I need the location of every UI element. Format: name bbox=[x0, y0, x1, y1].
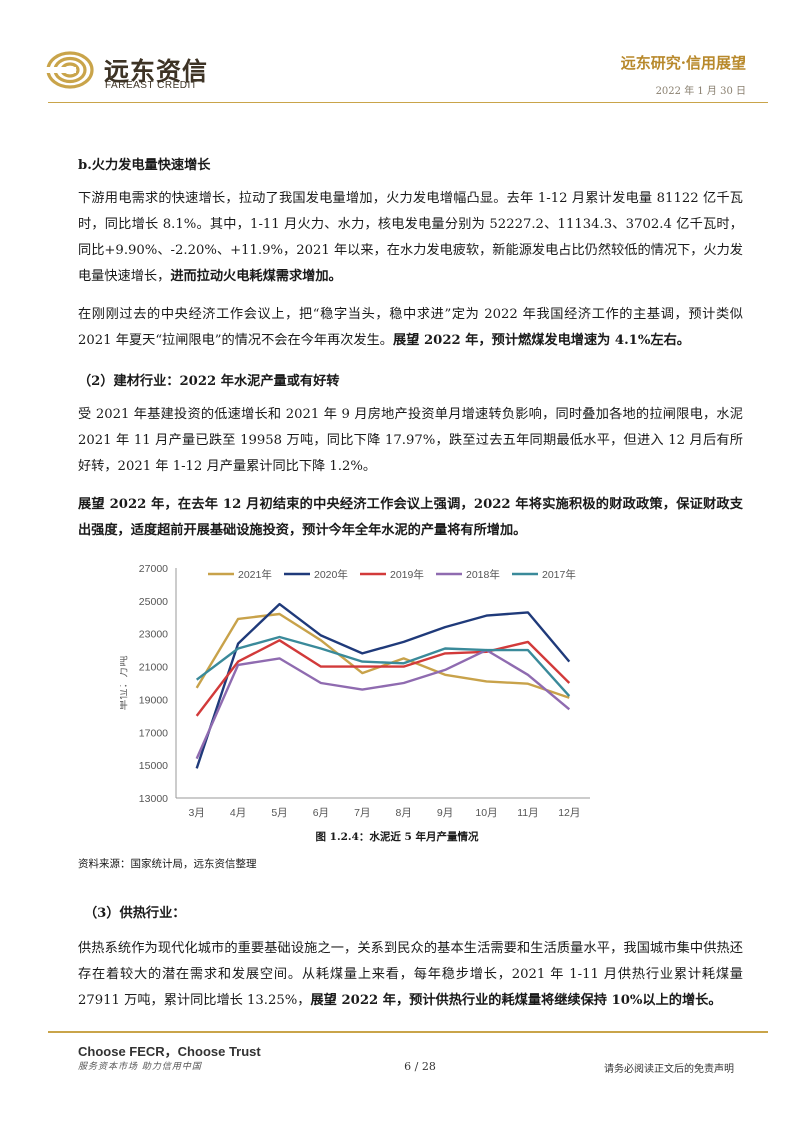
x-tick-label: 9月 bbox=[437, 807, 453, 819]
y-tick-label: 13000 bbox=[139, 793, 168, 805]
paragraph-emphasis: 展望 2022 年，预计燃煤发电增速为 4.1%左右。 bbox=[393, 333, 690, 348]
section-heading-building-materials: （2）建材行业：2022 年水泥产量或有好转 bbox=[78, 374, 340, 389]
series-line-2017年 bbox=[195, 635, 571, 697]
y-axis-label: 单位：万吨 bbox=[120, 656, 129, 711]
legend-label: 2017年 bbox=[542, 568, 576, 581]
paragraph-emphasis: 进而拉动火电耗煤需求增加。 bbox=[170, 269, 342, 284]
footer-subslogan: 服务资本市场 助力信用中国 bbox=[78, 1062, 202, 1072]
x-tick-label: 12月 bbox=[558, 807, 580, 819]
paragraph-text: 供热系统作为现代化城市的重要基础设施之一，关系到民众的基本生活需要和生活质量水平… bbox=[78, 941, 743, 1008]
paragraph-emphasis: 展望 2022 年，预计供热行业的耗煤量将继续保持 10%以上的增长。 bbox=[310, 993, 722, 1008]
logo-wordmark-cn: 远东资信 bbox=[104, 57, 209, 86]
cement-output-line-chart: 2021年 2020年 2019年 2018年 2017年 13000 15000 1700… bbox=[120, 563, 590, 819]
y-tick-label: 23000 bbox=[139, 629, 168, 641]
legend-label: 2019年 bbox=[390, 568, 424, 581]
paragraph-cement: 受 2021 年基建投资的低速增长和 2021 年 9 月房地产投资单月增速转负… bbox=[78, 407, 743, 474]
x-tick-label: 8月 bbox=[396, 807, 412, 819]
footer-slogan: Choose FECR，Choose Trust bbox=[78, 1044, 261, 1059]
header-divider bbox=[48, 102, 768, 103]
footer-disclaimer: 请务必阅读正文后的免责声明 bbox=[604, 1064, 734, 1075]
paragraph-text: 在刚刚过去的中央经济工作会议上，把“稳字当头，稳中求进”定为 2022 年我国经… bbox=[78, 307, 743, 348]
logo-wordmark-en: FAREAST CREDIT bbox=[105, 80, 198, 91]
y-tick-label: 19000 bbox=[139, 694, 168, 706]
y-tick-label: 15000 bbox=[139, 760, 168, 772]
paragraph-outlook-cement: 展望 2022 年，在去年 12 月初结束的中央经济工作会议上强调，2022 年… bbox=[78, 497, 743, 538]
paragraph-text: 下游用电需求的快速增长，拉动了我国发电量增加，火力发电增幅凸显。去年 1-12 … bbox=[78, 191, 743, 284]
series-line-2019年 bbox=[195, 639, 571, 717]
section-heading-heating: （3）供热行业： bbox=[84, 906, 186, 921]
x-tick-label: 6月 bbox=[313, 807, 329, 819]
legend-label: 2021年 bbox=[238, 568, 272, 581]
series-line-2020年 bbox=[195, 602, 571, 769]
x-tick-label: 7月 bbox=[354, 807, 370, 819]
legend-label: 2020年 bbox=[314, 568, 348, 581]
legend-label: 2018年 bbox=[466, 568, 500, 581]
y-tick-label: 27000 bbox=[139, 563, 168, 575]
x-tick-label: 3月 bbox=[189, 807, 205, 819]
data-source-note: 资料来源：国家统计局，远东资信整理 bbox=[78, 858, 257, 870]
y-tick-label: 21000 bbox=[139, 662, 168, 674]
paragraph-power-generation: 下游用电需求的快速增长，拉动了我国发电量增加，火力发电增幅凸显。去年 1-12 … bbox=[78, 186, 743, 290]
footer-divider bbox=[48, 1031, 768, 1033]
figure-caption: 图 1.2.4：水泥近 5 年月产量情况 bbox=[315, 831, 479, 843]
series-line-2018年 bbox=[195, 648, 571, 760]
y-tick-label: 25000 bbox=[139, 596, 168, 608]
x-tick-label: 11月 bbox=[517, 807, 538, 819]
fareast-logo-icon bbox=[46, 51, 94, 89]
section-heading-b: b.火力发电量快速增长 bbox=[78, 158, 211, 173]
y-tick-label: 17000 bbox=[139, 727, 168, 739]
x-tick-label: 5月 bbox=[271, 807, 287, 819]
x-tick-label: 10月 bbox=[475, 807, 497, 819]
report-series-title: 远东研究·信用展望 bbox=[620, 54, 746, 72]
paragraph-outlook-power: 在刚刚过去的中央经济工作会议上，把“稳字当头，稳中求进”定为 2022 年我国经… bbox=[78, 302, 743, 354]
report-date: 2022 年 1 月 30 日 bbox=[655, 86, 746, 97]
page-number: 6 / 28 bbox=[404, 1060, 436, 1073]
x-tick-label: 4月 bbox=[230, 807, 246, 819]
paragraph-heating: 供热系统作为现代化城市的重要基础设施之一，关系到民众的基本生活需要和生活质量水平… bbox=[78, 936, 743, 1014]
